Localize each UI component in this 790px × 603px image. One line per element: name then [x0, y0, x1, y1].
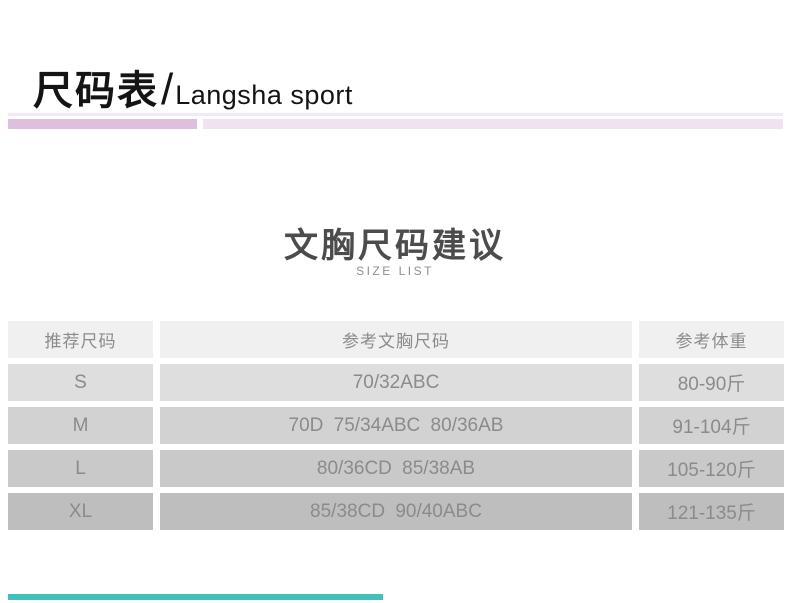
cell-weight: 121-135斤 [639, 493, 784, 530]
accent-bar-thin [8, 113, 783, 116]
cell-bra: 80/36CD 85/38AB [160, 450, 632, 487]
table-header-row: 推荐尺码 参考文胸尺码 参考体重 [8, 321, 784, 358]
section-heading: 文胸尺码建议 [284, 227, 506, 265]
column-header-size: 推荐尺码 [8, 321, 153, 358]
column-header-bra: 参考文胸尺码 [160, 321, 632, 358]
cell-weight: 80-90斤 [639, 364, 784, 401]
section-subheading: SIZE LIST [356, 264, 434, 278]
cell-size: M [8, 407, 153, 444]
cell-size: XL [8, 493, 153, 530]
cell-weight: 91-104斤 [639, 407, 784, 444]
accent-bar-right [203, 119, 783, 129]
table-row: M 70D 75/34ABC 80/36AB 91-104斤 [8, 407, 784, 444]
table-row: S 70/32ABC 80-90斤 [8, 364, 784, 401]
page-title-chinese: 尺码表 [33, 69, 159, 113]
cell-bra: 70/32ABC [160, 364, 632, 401]
page-title: 尺码表 / Langsha sport [33, 58, 353, 116]
bottom-accent-bar [8, 594, 383, 600]
table-row: L 80/36CD 85/38AB 105-120斤 [8, 450, 784, 487]
accent-bar-left [8, 119, 197, 129]
cell-size: S [8, 364, 153, 401]
cell-weight: 105-120斤 [639, 450, 784, 487]
cell-bra: 85/38CD 90/40ABC [160, 493, 632, 530]
title-divider: / [161, 65, 174, 114]
cell-bra: 70D 75/34ABC 80/36AB [160, 407, 632, 444]
brand-name: Langsha sport [175, 80, 353, 110]
cell-size: L [8, 450, 153, 487]
table-row: XL 85/38CD 90/40ABC 121-135斤 [8, 493, 784, 530]
size-table: 推荐尺码 参考文胸尺码 参考体重 S 70/32ABC 80-90斤 M 70D… [8, 321, 784, 536]
column-header-weight: 参考体重 [639, 321, 784, 358]
